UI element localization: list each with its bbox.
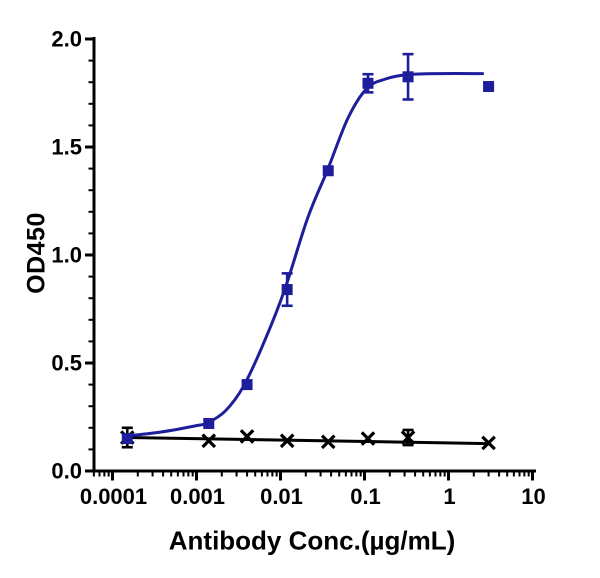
x-tick-label: 0.01 <box>260 484 303 509</box>
square-marker <box>322 165 334 177</box>
y-axis-title: OD450 <box>22 212 51 294</box>
square-marker <box>402 71 414 83</box>
x-tick-label: 10 <box>521 484 545 509</box>
fit-curve <box>124 72 485 438</box>
y-tick-label: 0.0 <box>51 459 82 484</box>
square-marker <box>241 379 253 391</box>
x-cross-marker <box>279 433 295 449</box>
x-axis-title: Antibody Conc.(µg/mL) <box>168 525 456 556</box>
y-tick-label: 1.0 <box>51 243 82 268</box>
x-cross-marker <box>360 431 376 446</box>
x-tick-label: 0.1 <box>350 484 381 509</box>
square-marker <box>203 417 215 429</box>
x-cross-marker <box>400 430 416 445</box>
square-marker <box>362 77 374 89</box>
square-marker <box>121 433 133 445</box>
x-tick-label: 0.001 <box>170 484 225 509</box>
x-tick-label: 1 <box>443 484 455 509</box>
x-cross-marker <box>481 435 496 451</box>
square-marker <box>483 81 495 93</box>
axis-spines <box>92 37 536 473</box>
square-marker <box>281 284 293 296</box>
y-tick-label: 1.5 <box>51 135 82 160</box>
control-trend-line <box>127 436 489 446</box>
x-tick-label: 0.0001 <box>80 484 147 509</box>
x-cross-marker <box>320 434 336 450</box>
x-cross-marker <box>239 429 255 444</box>
y-tick-label: 0.5 <box>51 351 82 376</box>
x-cross-marker <box>201 433 217 449</box>
y-tick-label: 2.0 <box>51 27 82 52</box>
